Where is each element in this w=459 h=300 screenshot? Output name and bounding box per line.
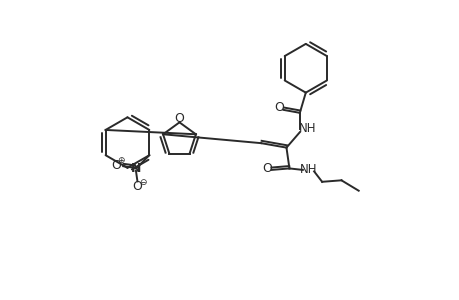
Text: ⊖: ⊖: [139, 178, 146, 187]
Text: O: O: [111, 158, 121, 172]
Text: NH: NH: [299, 163, 316, 176]
Text: O: O: [261, 162, 271, 175]
Text: O: O: [132, 180, 142, 193]
Text: O: O: [174, 112, 184, 125]
Text: ⊕: ⊕: [117, 156, 124, 165]
Text: N: N: [130, 162, 141, 175]
Text: O: O: [273, 101, 283, 114]
Text: NH: NH: [298, 122, 315, 134]
